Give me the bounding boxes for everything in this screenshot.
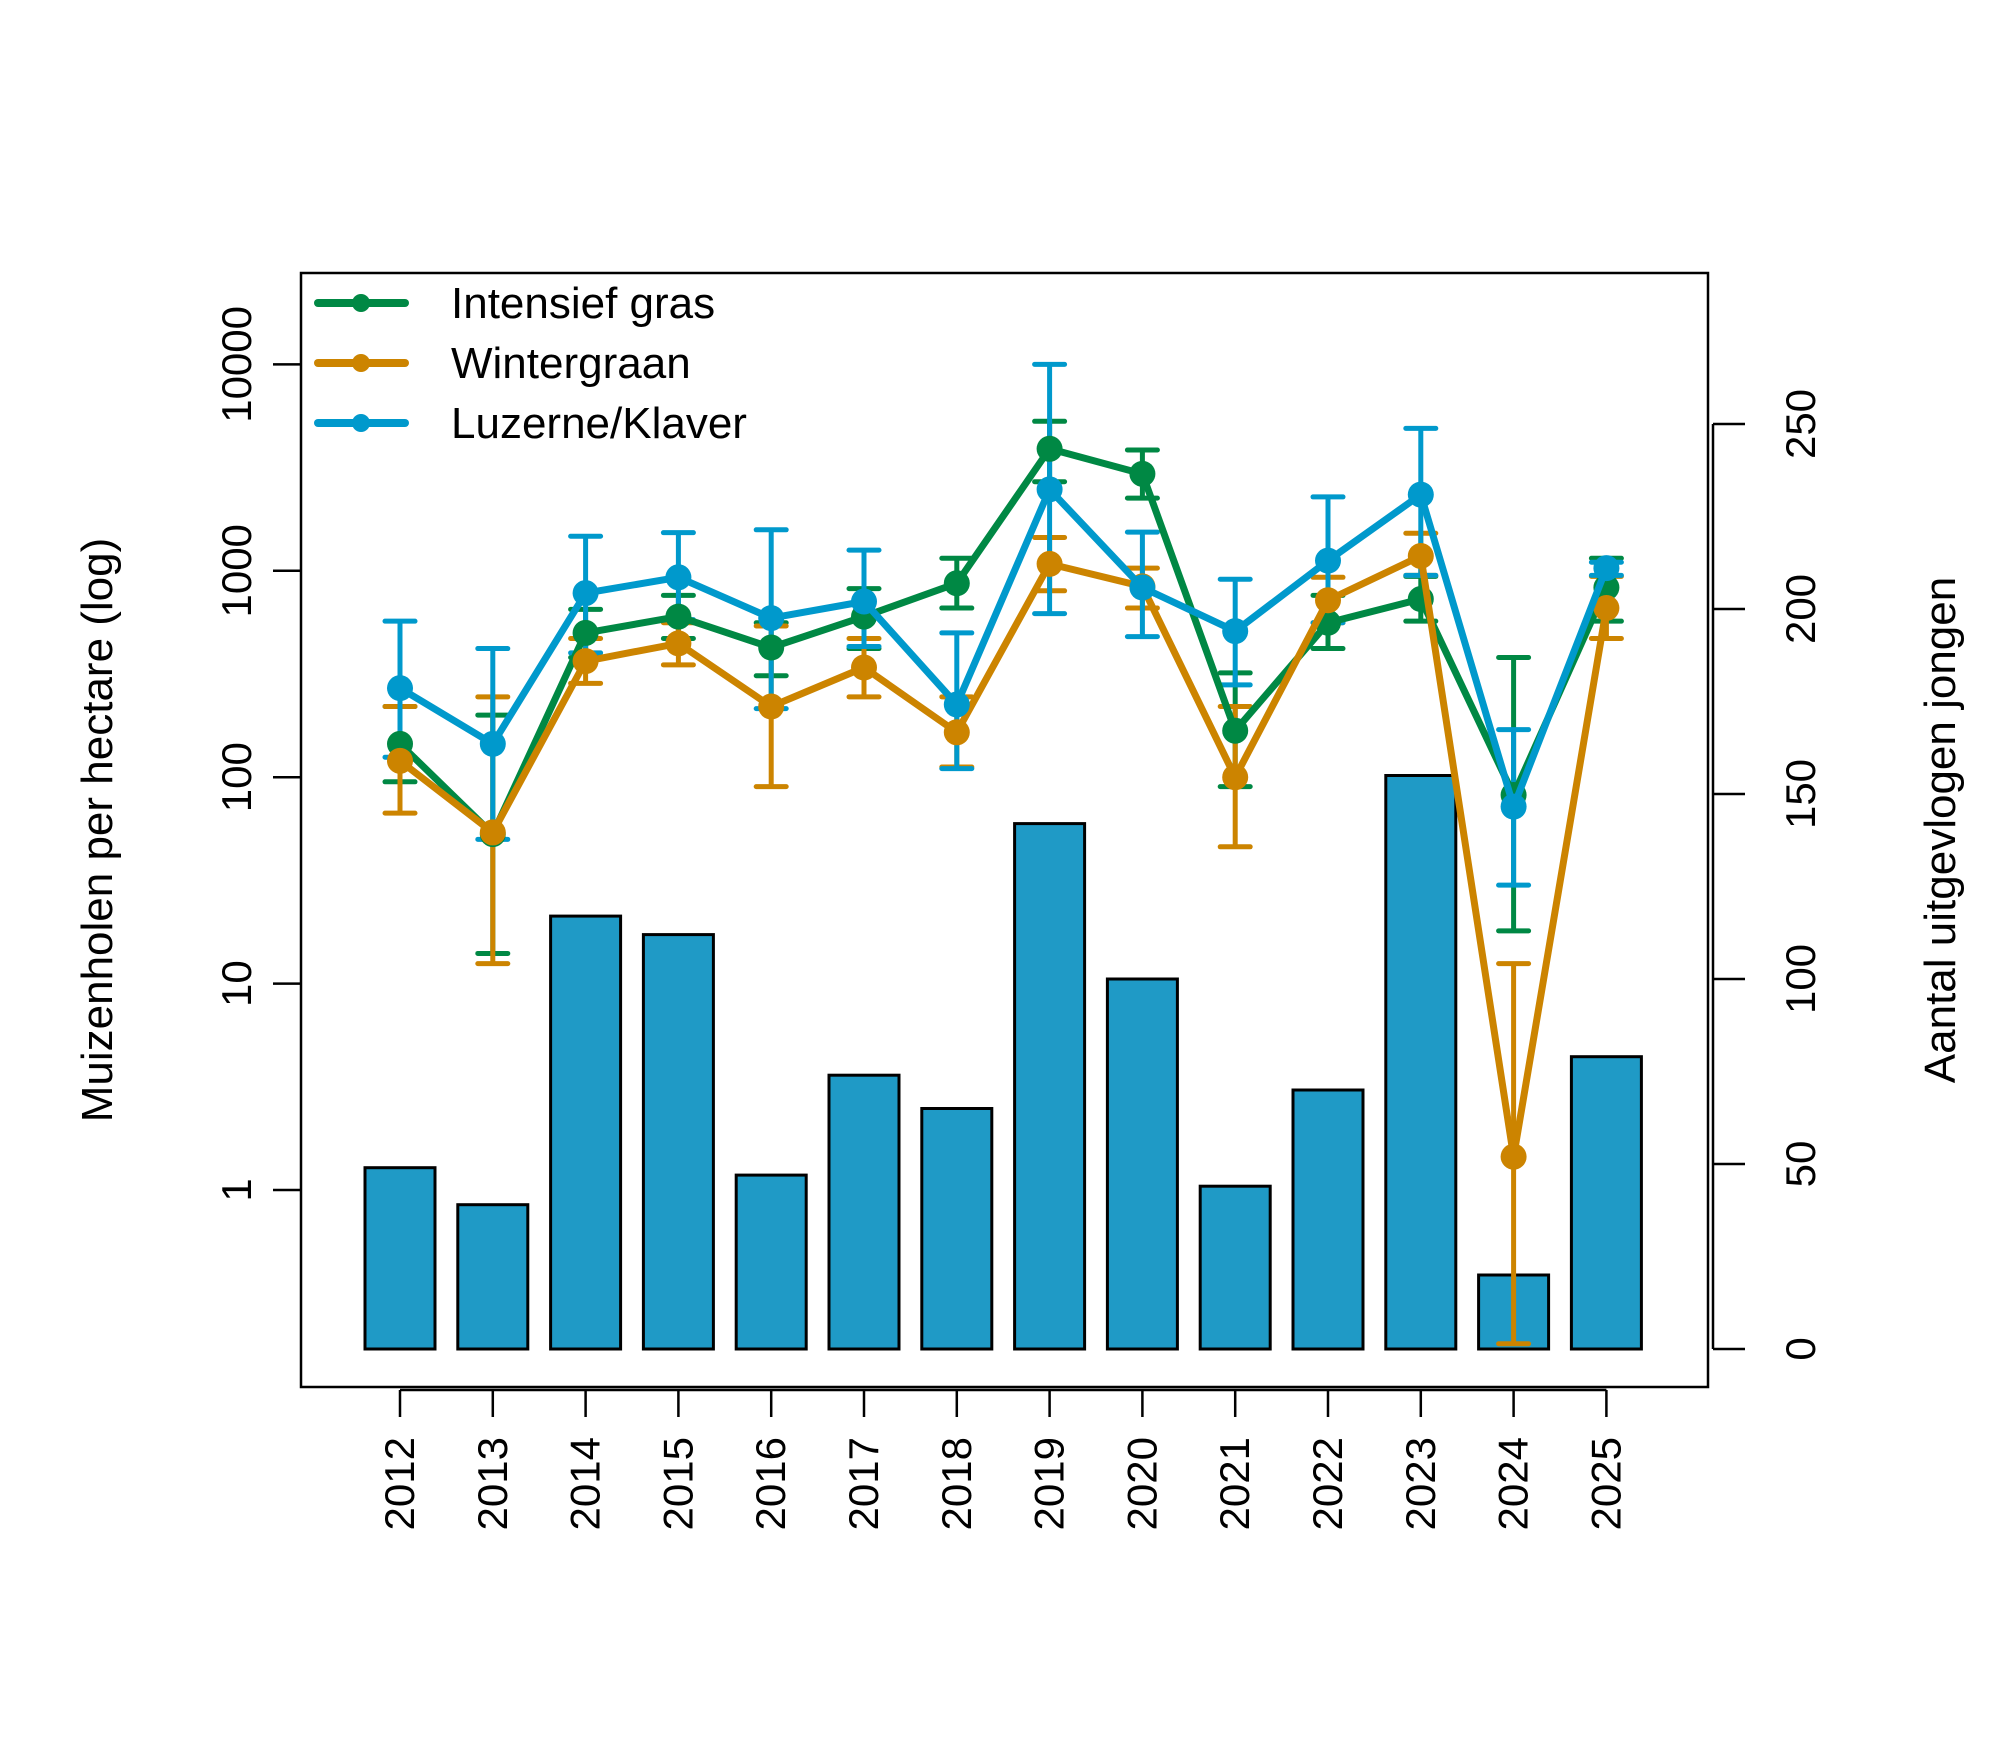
point-wintergraan-2017 <box>851 654 877 681</box>
series-line-wintergraan <box>397 552 1610 1161</box>
right-axis: 0 50 100 150 200 250 <box>1711 389 1824 1361</box>
x-tick-label-2014: 2014 <box>562 1437 609 1530</box>
left-axis: 1 10 100 1000 10000 <box>213 306 301 1202</box>
x-tick-label-2015: 2015 <box>654 1437 701 1530</box>
bar-2022 <box>1291 1088 1365 1351</box>
legend: Intensief gras Wintergraan Luzerne/Klaver <box>314 279 747 448</box>
legend-label: Wintergraan <box>451 339 691 388</box>
right-tick-label: 250 <box>1777 389 1824 459</box>
right-tick-label: 0 <box>1777 1337 1824 1360</box>
legend-swatch-point <box>352 414 370 432</box>
point-luzerne-klaver-2020 <box>1129 574 1156 601</box>
point-wintergraan-2024 <box>1500 1143 1527 1170</box>
x-tick-label-2020: 2020 <box>1118 1437 1165 1530</box>
x-tick-label-2019: 2019 <box>1026 1437 1073 1530</box>
point-intensief-gras-2016 <box>758 634 785 661</box>
x-tick-label-2018: 2018 <box>933 1437 980 1530</box>
bar-2013 <box>456 1203 530 1351</box>
point-luzerne-klaver-2019 <box>1036 476 1063 503</box>
legend-item-luzerne-klaver: Luzerne/Klaver <box>314 399 747 448</box>
bar-2014 <box>549 914 623 1351</box>
bar-2019 <box>1013 822 1087 1351</box>
series-line-luzerne-klaver <box>398 485 1610 811</box>
point-wintergraan-2023 <box>1407 542 1434 569</box>
point-intensief-gras-2021 <box>1222 717 1249 744</box>
left-tick-label: 100 <box>213 742 260 812</box>
point-wintergraan-2025 <box>1593 595 1620 622</box>
x-tick-label-2024: 2024 <box>1490 1437 1537 1530</box>
right-tick-label: 50 <box>1777 1141 1824 1188</box>
left-tick-label: 1000 <box>213 524 260 617</box>
x-tick-label-2022: 2022 <box>1304 1437 1351 1530</box>
point-luzerne-klaver-2017 <box>851 588 877 615</box>
x-tick-label-2021: 2021 <box>1211 1437 1258 1530</box>
point-wintergraan-2019 <box>1036 550 1063 577</box>
point-luzerne-klaver-2014 <box>572 580 599 607</box>
point-intensief-gras-2019 <box>1036 435 1063 462</box>
point-luzerne-klaver-2021 <box>1222 618 1249 645</box>
point-luzerne-klaver-2016 <box>758 605 785 632</box>
point-luzerne-klaver-2023 <box>1407 481 1434 508</box>
x-tick-label-2012: 2012 <box>376 1437 423 1530</box>
bars-layer <box>363 774 1643 1351</box>
point-wintergraan-2018 <box>943 719 970 746</box>
bar-2021 <box>1198 1184 1272 1351</box>
bar-2020 <box>1105 977 1179 1351</box>
point-wintergraan-2021 <box>1222 764 1249 791</box>
point-luzerne-klaver-2015 <box>665 564 692 591</box>
point-wintergraan-2016 <box>758 693 785 720</box>
point-luzerne-klaver-2022 <box>1315 547 1341 574</box>
bar-2025 <box>1569 1055 1643 1351</box>
point-luzerne-klaver-2013 <box>479 730 506 757</box>
x-tick-label-2016: 2016 <box>747 1437 794 1530</box>
point-luzerne-klaver-2024 <box>1500 793 1527 820</box>
right-tick-label: 150 <box>1777 759 1824 829</box>
point-intensief-gras-2018 <box>943 570 970 597</box>
x-axis: 2012 2013 2014 2015 2016 2017 2018 2019 2020 2021… <box>376 1388 1629 1530</box>
point-intensief-gras-2014 <box>572 619 599 646</box>
legend-swatch-point <box>352 354 370 372</box>
point-wintergraan-2012 <box>387 747 413 774</box>
point-luzerne-klaver-2012 <box>387 675 413 702</box>
x-tick-label-2023: 2023 <box>1397 1437 1444 1530</box>
plot-frame <box>299 271 1710 1389</box>
bar-2016 <box>734 1173 808 1351</box>
point-intensief-gras-2015 <box>665 603 692 630</box>
lines-layer <box>387 435 1620 1170</box>
series-line-intensief-gras <box>397 445 1610 838</box>
legend-swatch-point <box>352 294 370 312</box>
point-intensief-gras-2020 <box>1129 460 1156 487</box>
legend-item-intensief-gras: Intensief gras <box>314 279 715 328</box>
right-tick-label: 100 <box>1777 944 1824 1014</box>
left-tick-label: 10000 <box>213 306 260 423</box>
bar-2017 <box>827 1073 901 1351</box>
point-luzerne-klaver-2025 <box>1593 555 1620 582</box>
bar-2018 <box>920 1107 994 1351</box>
point-wintergraan-2014 <box>572 648 599 675</box>
right-axis-title: Aantal uitgevlogen jongen <box>1916 577 1965 1083</box>
x-tick-label-2025: 2025 <box>1582 1437 1629 1530</box>
point-wintergraan-2015 <box>665 630 692 657</box>
legend-label: Intensief gras <box>451 279 715 328</box>
point-wintergraan-2022 <box>1315 587 1341 614</box>
x-tick-label-2013: 2013 <box>469 1437 516 1530</box>
left-axis-title: Muizenholen per hectare (log) <box>73 538 122 1123</box>
legend-item-wintergraan: Wintergraan <box>314 339 691 388</box>
point-wintergraan-2013 <box>479 819 506 846</box>
left-tick-label: 10 <box>213 960 260 1007</box>
legend-label: Luzerne/Klaver <box>451 399 747 448</box>
x-tick-label-2017: 2017 <box>840 1437 887 1530</box>
bar-2015 <box>641 933 715 1351</box>
left-tick-label: 1 <box>213 1178 260 1201</box>
point-luzerne-klaver-2018 <box>943 691 970 718</box>
bar-2023 <box>1384 774 1458 1351</box>
right-tick-label: 200 <box>1777 574 1824 644</box>
bar-2012 <box>363 1166 437 1351</box>
